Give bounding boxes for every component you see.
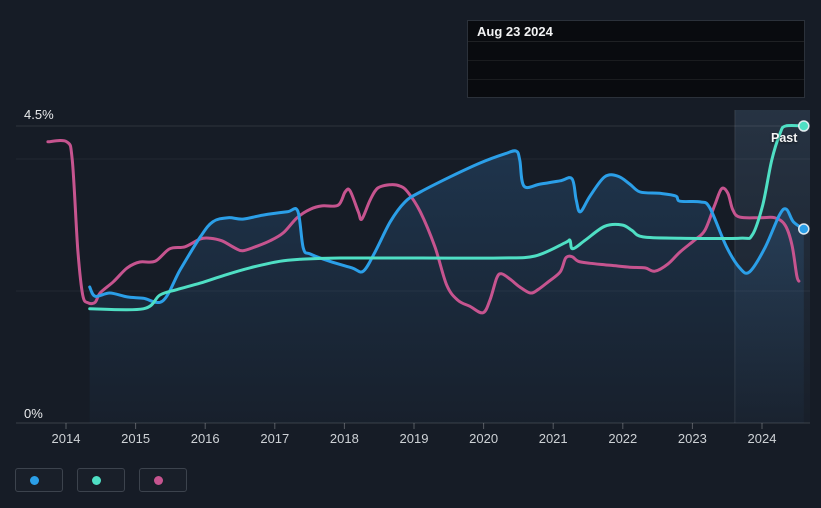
x-axis: 2014 2015 2016 2017 2018 2019 2020 2021 2022 2023…	[0, 431, 821, 449]
tooltip-row-dividend-yield	[468, 42, 804, 61]
tooltip-row-earnings-per-share	[468, 80, 804, 99]
x-tick-label-2019: 2019	[399, 431, 429, 446]
x-tick-label-2017: 2017	[260, 431, 290, 446]
x-tick-label-2021: 2021	[538, 431, 568, 446]
tooltip-date: Aug 23 2024	[468, 21, 804, 42]
x-tick-label-2023: 2023	[677, 431, 707, 446]
chart-tooltip: Aug 23 2024	[467, 20, 805, 98]
x-tick-label-2016: 2016	[190, 431, 220, 446]
earnings-per-share-line	[46, 138, 801, 315]
dividend-yield-end-marker[interactable]	[798, 223, 810, 235]
dividend-yield-dot-icon	[30, 475, 39, 485]
x-tick-label-2022: 2022	[608, 431, 638, 446]
chart-legend	[15, 468, 187, 492]
tooltip-rows	[468, 42, 804, 99]
legend-item-earnings-per-share[interactable]	[139, 468, 187, 492]
earnings-per-share-dot-icon	[154, 475, 163, 485]
dividend-per-share-end-marker[interactable]	[798, 120, 810, 132]
past-region-label: Past	[771, 131, 798, 145]
x-tick-label-2014: 2014	[51, 431, 81, 446]
tooltip-row-dividend-per-share	[468, 61, 804, 80]
x-tick-label-2024: 2024	[747, 431, 777, 446]
dividend-yield-line	[88, 149, 806, 305]
x-tick-label-2015: 2015	[121, 431, 151, 446]
x-tick-label-2018: 2018	[329, 431, 359, 446]
y-axis-label-min: 0%	[24, 406, 43, 421]
x-tick-label-2020: 2020	[469, 431, 499, 446]
legend-item-dividend-per-share[interactable]	[77, 468, 125, 492]
dividend-per-share-line	[88, 123, 806, 312]
y-axis-label-max: 4.5%	[24, 107, 54, 122]
legend-item-dividend-yield[interactable]	[15, 468, 63, 492]
dividend-per-share-dot-icon	[92, 475, 101, 485]
